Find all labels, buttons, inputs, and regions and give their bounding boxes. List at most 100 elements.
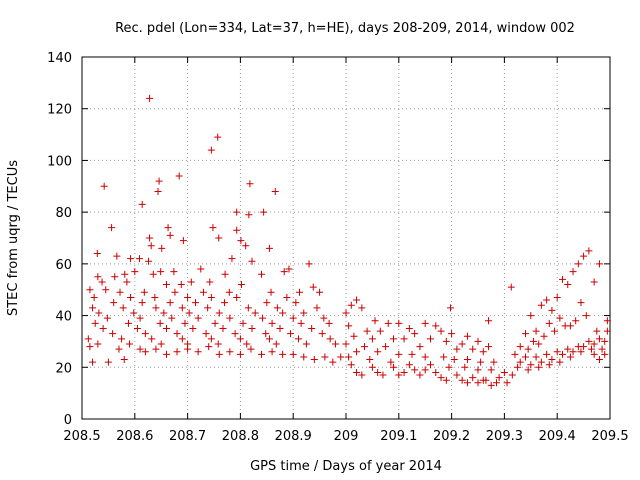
data-point [184,293,192,301]
y-tick-label: 140 [47,51,72,66]
data-point [321,353,329,361]
data-point [551,327,559,335]
data-point [246,180,254,188]
data-point [366,356,374,364]
data-point [437,374,445,382]
data-point [593,327,601,335]
data-point [320,314,328,322]
data-point [199,288,207,296]
data-point [508,371,516,379]
data-point [384,319,392,327]
data-point [233,208,241,216]
data-point [95,309,103,317]
data-point [395,319,403,327]
data-point [368,335,376,343]
data-point [285,265,293,273]
data-point [548,306,556,314]
data-point [558,275,566,283]
data-point [426,335,434,343]
y-tick-label: 120 [47,103,72,118]
data-point [124,319,132,327]
data-point [545,319,553,327]
data-point [166,231,174,239]
data-point [300,353,308,361]
data-point [162,350,170,358]
data-point [524,345,532,353]
x-tick-label: 209 [334,429,359,444]
data-point [221,270,229,278]
data-point [115,345,123,353]
y-tick-label: 20 [55,361,72,376]
data-point [108,224,116,232]
data-point [221,299,229,307]
data-point [358,371,366,379]
data-point [123,278,131,286]
data-point [556,314,564,322]
data-point [577,299,585,307]
data-point [91,319,99,327]
data-point [395,371,403,379]
data-point [485,343,493,351]
data-point [585,337,593,345]
data-point [300,309,308,317]
data-point [152,304,160,312]
data-point [556,358,564,366]
data-point [136,314,144,322]
data-point [603,317,611,325]
data-point [202,330,210,338]
data-point [187,278,195,286]
data-point [411,366,419,374]
data-point [236,350,244,358]
data-point [140,288,148,296]
x-tick-label: 209.1 [380,429,417,444]
y-tick-label: 80 [55,206,72,221]
grid-lines [82,57,610,419]
data-point [151,293,159,301]
data-point [590,350,598,358]
data-point [292,299,300,307]
data-point [382,343,390,351]
data-point [248,325,256,332]
data-point [251,309,259,317]
data-point [553,293,561,301]
data-point [207,293,215,301]
data-point [345,353,353,361]
data-point [395,350,403,358]
data-point [485,317,493,325]
data-point [207,335,215,343]
data-point [511,350,519,358]
data-point [118,335,126,343]
data-point [268,348,276,356]
data-point [463,356,471,364]
data-point [127,293,135,301]
data-point [228,255,236,263]
data-point [194,314,202,322]
data-point [214,340,222,348]
data-point [146,94,154,102]
data-point [450,356,458,364]
data-point [162,281,170,289]
data-point [170,268,178,276]
data-point [495,374,503,382]
data-point [104,358,112,366]
data-point [598,345,606,353]
data-point [358,304,366,312]
data-point [308,325,316,332]
data-point [479,376,487,384]
data-point [179,237,187,245]
data-point [283,293,291,301]
data-point [141,348,149,356]
data-point [411,330,419,338]
data-point [263,299,271,307]
data-point [258,270,266,278]
data-point [226,314,234,322]
data-point [103,314,111,322]
data-point [181,319,189,327]
data-point [146,234,154,242]
data-point [178,335,186,343]
data-point [236,335,244,343]
data-point [302,340,310,348]
data-point [194,348,202,356]
data-point [537,301,545,309]
